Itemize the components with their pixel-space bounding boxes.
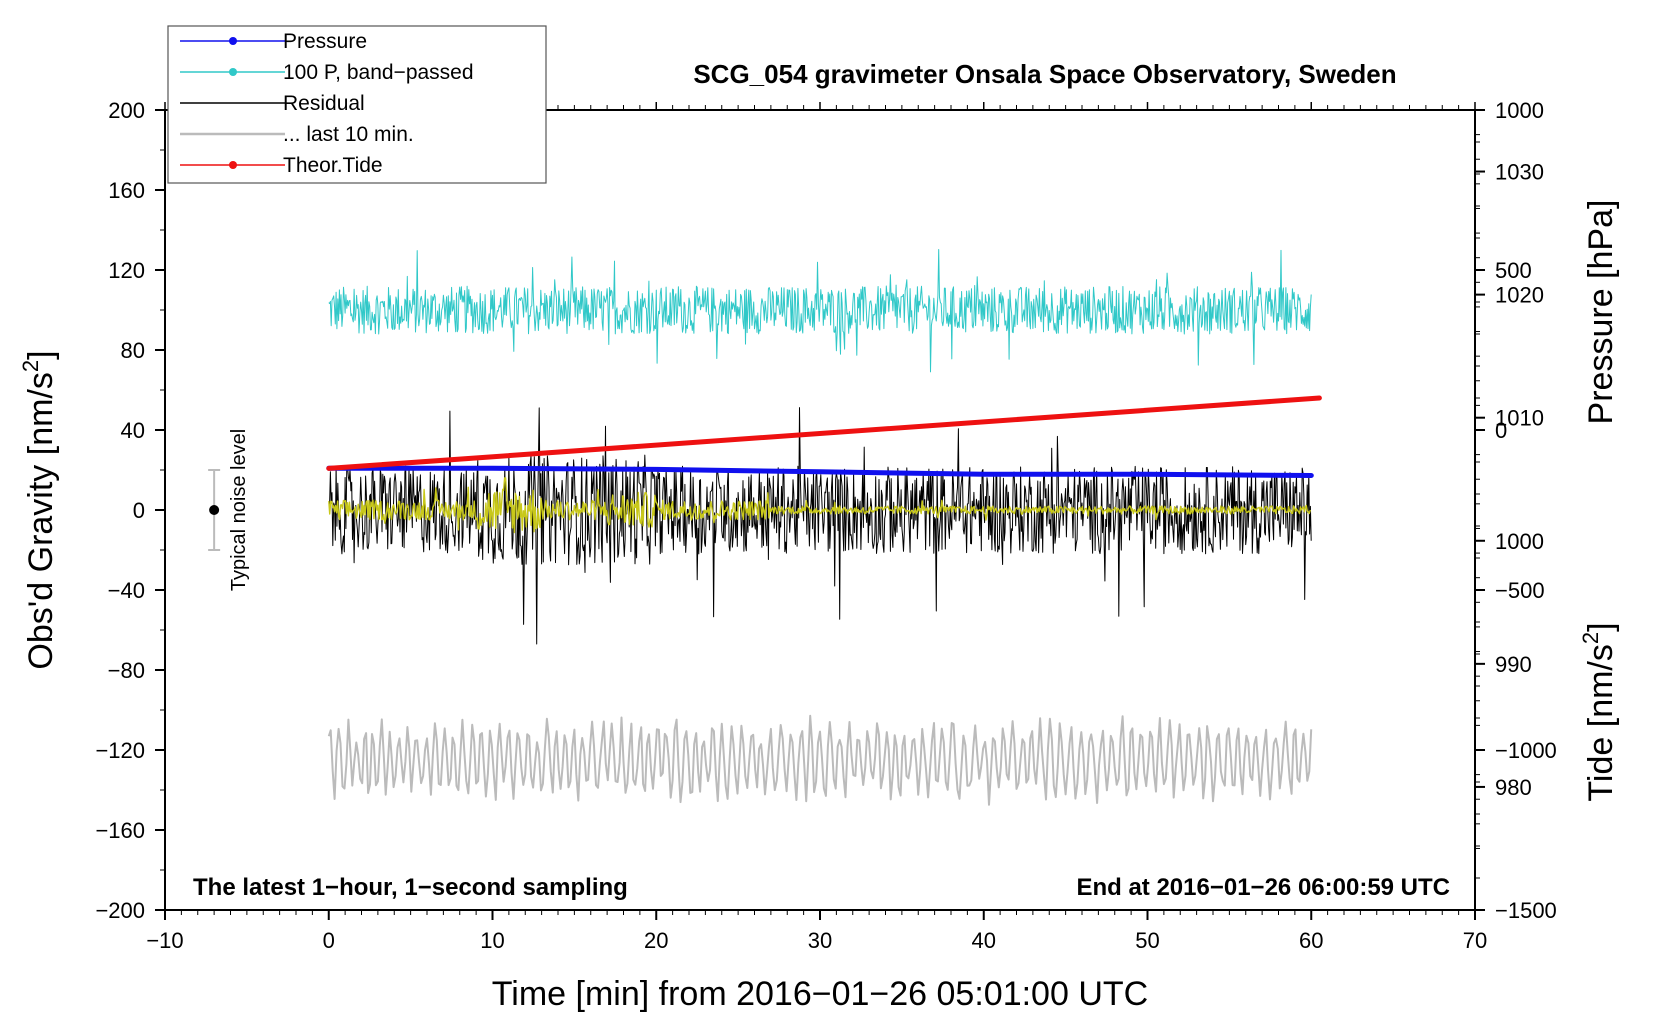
y-tick-label: −120 [95,738,145,763]
y-tick-label: 40 [121,418,145,443]
legend-label: Theor.Tide [283,154,383,177]
x-tick-label: 70 [1463,928,1487,953]
legend-label: 100 P, band−passed [283,61,474,84]
y-tick-label: 120 [108,258,145,283]
annotation-bottom-left: The latest 1−hour, 1−second sampling [193,874,628,901]
y-tick-label: −80 [108,658,145,683]
pressure-tick-label: 1000 [1495,529,1544,554]
y-tick-label: −160 [95,818,145,843]
legend-item: Pressure [180,30,367,53]
series-layer [326,249,1322,806]
pressure-tick-label: 1020 [1495,283,1544,308]
legend-marker [229,68,237,76]
series-pressure-line [326,465,1314,478]
legend-label: Residual [283,92,365,115]
legend-marker [229,37,237,45]
pressure-tick-label: 1010 [1495,406,1544,431]
tide-tick-label: 500 [1495,258,1532,283]
x-tick-label: 50 [1135,928,1159,953]
pressure-tick-label: 1030 [1495,160,1544,185]
x-tick-label: 20 [644,928,668,953]
pressure-tick-label: 990 [1495,652,1532,677]
y-tick-label: 200 [108,98,145,123]
y-tick-label: 80 [121,338,145,363]
noise-dot [209,505,220,515]
tide-tick-label: −1500 [1495,898,1557,923]
legend-item: Theor.Tide [180,154,383,177]
legend-box [167,25,547,184]
y-tick-label: −40 [108,578,145,603]
annotation-bottom-right: End at 2016−01−26 06:00:59 UTC [1076,874,1450,901]
noise-indicator: Typical noise level [208,429,250,591]
legend: Pressure 100 P, band−passed Residual ... la… [167,25,547,184]
legend-item: ... last 10 min. [180,123,414,146]
series-residual-line [328,407,1312,645]
y-tick-label: 0 [133,498,145,523]
legend-label: ... last 10 min. [283,123,414,146]
x-tick-label: 10 [480,928,504,953]
tide-tick-label: 0 [1495,418,1507,443]
chart-title: SCG_054 gravimeter Onsala Space Observat… [693,59,1396,89]
tide-tick-label: −1000 [1495,738,1557,763]
legend-items: Pressure 100 P, band−passed Residual ... la… [180,30,474,177]
x-tick-label: 40 [972,928,996,953]
series-last-10-min-line [327,714,1313,806]
ticks-layer: −10 0 10 20 30 40 50 60 70−200−160−120−80−400408… [95,98,1556,953]
x-tick-label: 30 [808,928,832,953]
x-tick-label: 60 [1299,928,1323,953]
series-residual-filtered-line [328,477,1311,534]
y-axis-label-tide: Tide [nm/s2] [1578,622,1620,801]
series-tide-line [326,395,1322,471]
x-tick-label: 0 [323,928,335,953]
y-axis-label-pressure: Pressure [hPa] [1582,200,1620,425]
x-axis-label: Time [min] from 2016−01−26 05:01:00 UTC [492,975,1148,1013]
y-tick-label: 160 [108,178,145,203]
x-tick-label: −10 [146,928,183,953]
legend-item: 100 P, band−passed [180,61,474,84]
y-axis-label-left: Obs'd Gravity [nm/s2] [18,350,60,669]
tide-tick-label: −500 [1495,578,1545,603]
legend-marker [229,161,237,169]
legend-label: Pressure [283,30,367,53]
noise-label: Typical noise level [228,429,250,591]
y-tick-label: −200 [95,898,145,923]
series-band-passed-line [328,249,1312,373]
pressure-tick-label: 980 [1495,775,1532,800]
tide-tick-label: 1000 [1495,98,1544,123]
legend-item: Residual [180,92,365,115]
